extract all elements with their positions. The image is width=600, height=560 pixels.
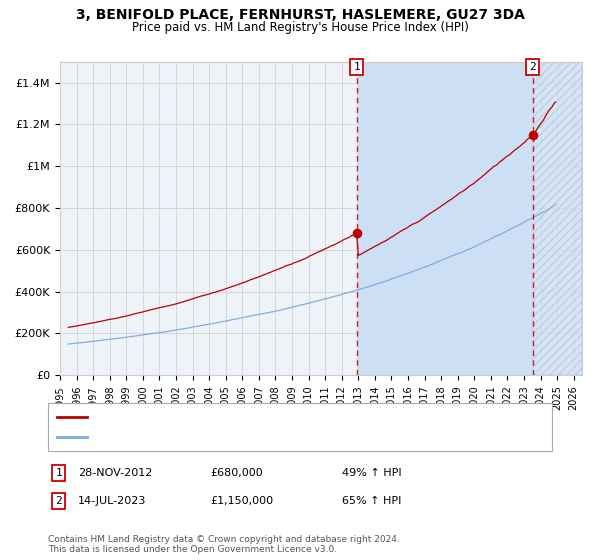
Text: £680,000: £680,000 [210,468,263,478]
Text: 1: 1 [353,62,360,72]
Text: 2: 2 [55,496,62,506]
Point [352,228,362,237]
Point [528,130,538,139]
Text: 49% ↑ HPI: 49% ↑ HPI [342,468,401,478]
Bar [533,62,582,375]
Bar [357,62,533,375]
Text: 28-NOV-2012: 28-NOV-2012 [78,468,152,478]
Text: 65% ↑ HPI: 65% ↑ HPI [342,496,401,506]
Bar [533,62,582,375]
Text: 14-JUL-2023: 14-JUL-2023 [78,496,146,506]
Text: 3, BENIFOLD PLACE, FERNHURST, HASLEMERE, GU27 3DA: 3, BENIFOLD PLACE, FERNHURST, HASLEMERE,… [76,8,524,22]
Text: 1: 1 [55,468,62,478]
Text: 3, BENIFOLD PLACE, FERNHURST, HASLEMERE, GU27 3DA (detached house): 3, BENIFOLD PLACE, FERNHURST, HASLEMERE,… [93,412,488,422]
Text: 2: 2 [529,62,536,72]
Text: Contains HM Land Registry data © Crown copyright and database right 2024.
This d: Contains HM Land Registry data © Crown c… [48,535,400,554]
Text: HPI: Average price, detached house, Chichester: HPI: Average price, detached house, Chic… [93,432,342,442]
Text: Price paid vs. HM Land Registry's House Price Index (HPI): Price paid vs. HM Land Registry's House … [131,21,469,34]
Text: £1,150,000: £1,150,000 [210,496,273,506]
